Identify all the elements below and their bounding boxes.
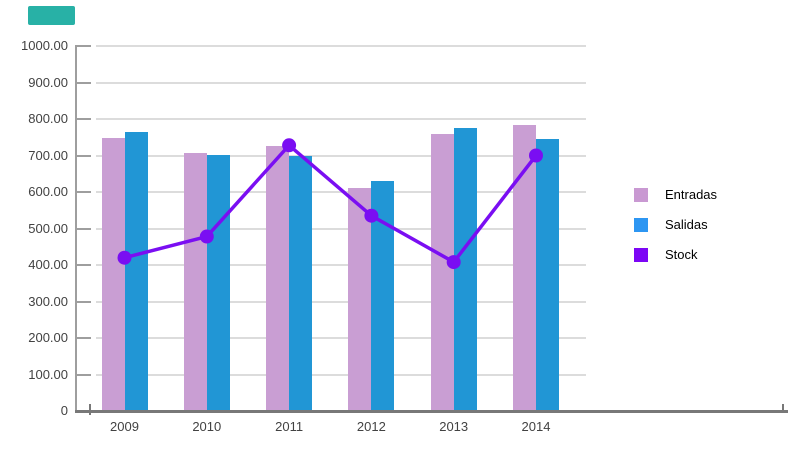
legend-label-entradas: Entradas [665,187,718,202]
bar-salidas-2009[interactable] [124,131,148,411]
y-axis-tick [75,81,91,84]
gridline-200 [96,337,586,339]
gridline-100 [96,373,586,376]
bar-entradas-2009[interactable] [101,137,125,411]
y-axis-tick [75,191,91,193]
legend-label-salidas: Salidas [665,217,708,232]
y-axis-label: 0 [60,403,68,418]
bar-salidas-2014[interactable] [536,139,559,411]
bar-entradas-2011[interactable] [266,146,290,411]
y-axis-tick [75,373,91,376]
bar-salidas-2010[interactable] [206,155,230,411]
x-axis-label-2013: 2013 [439,419,469,434]
legend-item-salidas[interactable]: Salidas [634,218,717,232]
y-axis-tick [75,337,91,339]
bar-entradas-2013[interactable] [430,133,454,411]
bar-entradas-2014[interactable] [513,124,536,411]
y-axis-tick [75,264,91,266]
bar-salidas-2013[interactable] [453,128,477,411]
gridline-800 [96,118,586,120]
y-axis-label: 900.00 [28,74,68,90]
y-axis-tick [75,118,91,120]
y-axis-label: 100.00 [28,366,68,382]
bar-salidas-2011[interactable] [289,155,313,411]
gridline-300 [96,300,586,303]
y-axis-tick [75,154,91,157]
y-axis-label: 300.00 [28,293,68,309]
gridline-900 [96,81,586,84]
bar-salidas-2012[interactable] [371,180,395,411]
stock-swatch-icon [634,248,648,262]
y-axis-label: 800.00 [28,111,68,126]
gridline-400 [96,264,586,266]
y-axis-label: 500.00 [28,220,68,236]
x-axis-label-2010: 2010 [192,419,222,434]
bar-entradas-2010[interactable] [183,152,207,411]
x-axis-label-2014: 2014 [521,419,551,434]
x-axis-label-2012: 2012 [356,419,386,434]
y-axis-label: 200.00 [28,330,68,345]
y-axis-tick [75,300,91,303]
y-axis-label: 600.00 [28,184,68,199]
x-axis-label-2009: 2009 [110,419,139,434]
y-axis-label: 1000.00 [21,38,68,53]
gridline-1000 [96,45,586,47]
salidas-swatch-icon [634,218,648,232]
x-axis-line [75,410,788,413]
y-axis-label: 400.00 [28,257,68,272]
bar-entradas-2012[interactable] [348,188,372,411]
y-axis-label: 700.00 [28,147,68,163]
x-axis-start-tick [89,404,91,415]
y-axis-tick [75,227,91,230]
x-axis-end-tick [782,404,784,413]
y-axis-tick [75,45,91,47]
entradas-swatch-icon [634,188,648,202]
x-axis-label-2011: 2011 [275,419,304,434]
y-axis-line [75,45,77,412]
legend-label-stock: Stock [665,247,698,262]
legend-item-stock[interactable]: Stock [634,248,717,262]
legend-item-entradas[interactable]: Entradas [634,188,717,202]
teal-accent-rect [28,6,75,25]
chart-legend: Entradas Salidas Stock [634,188,717,278]
